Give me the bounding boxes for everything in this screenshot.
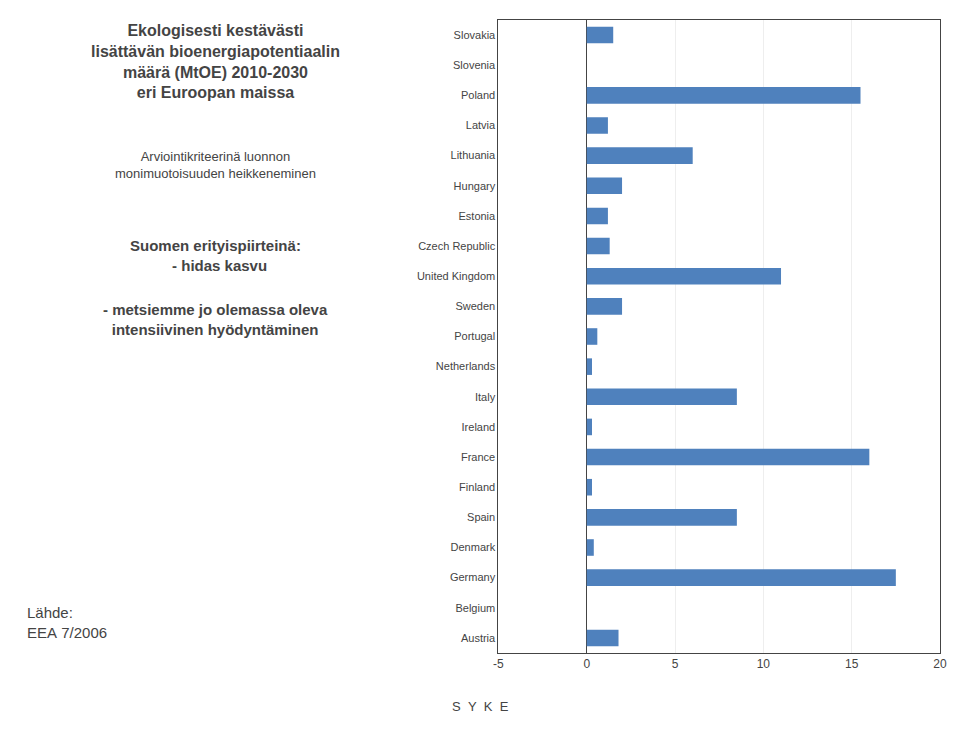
svg-text:0: 0 [583,657,590,671]
svg-text:Hungary: Hungary [454,180,496,192]
svg-text:Lithuania: Lithuania [451,149,497,161]
svg-text:Ekologisesti kestävästilisättä: Ekologisesti kestävästilisättävän bioene… [91,22,340,101]
svg-text:Latvia: Latvia [466,119,496,131]
svg-text:Arviointikriteerinä luonnonmon: Arviointikriteerinä luonnonmonimuotoisuu… [115,149,316,181]
svg-text:Finland: Finland [459,481,495,493]
svg-text:Czech Republic: Czech Republic [418,240,496,252]
svg-text:Italy: Italy [475,391,496,403]
svg-text:Ireland: Ireland [462,421,496,433]
svg-text:Suomen erityispiirteinä: - hi: Suomen erityispiirteinä: - hidas kasvu [130,237,301,274]
svg-text:20: 20 [933,657,947,671]
svg-text:Lähde:EEA 7/2006: Lähde:EEA 7/2006 [27,604,107,641]
svg-text:Estonia: Estonia [458,210,496,222]
svg-text:10: 10 [757,657,771,671]
svg-text:Germany: Germany [450,571,496,583]
svg-text:Austria: Austria [461,632,496,644]
svg-text:United Kingdom: United Kingdom [417,270,495,282]
svg-text:S Y K E: S Y K E [452,699,509,714]
svg-text:Spain: Spain [467,511,495,523]
svg-text:15: 15 [845,657,859,671]
svg-text:-5: -5 [493,657,504,671]
svg-text:Poland: Poland [461,89,495,101]
svg-text:Belgium: Belgium [455,602,495,614]
svg-text:France: France [461,451,495,463]
svg-text:Portugal: Portugal [454,330,495,342]
svg-text:Netherlands: Netherlands [436,360,496,372]
svg-text:- metsiemme jo olemassa olevai: - metsiemme jo olemassa olevaintensiivin… [103,301,328,338]
svg-text:Denmark: Denmark [451,541,496,553]
svg-text:5: 5 [672,657,679,671]
svg-text:Sweden: Sweden [455,300,495,312]
svg-text:Slovakia: Slovakia [454,29,496,41]
svg-text:Slovenia: Slovenia [453,59,496,71]
